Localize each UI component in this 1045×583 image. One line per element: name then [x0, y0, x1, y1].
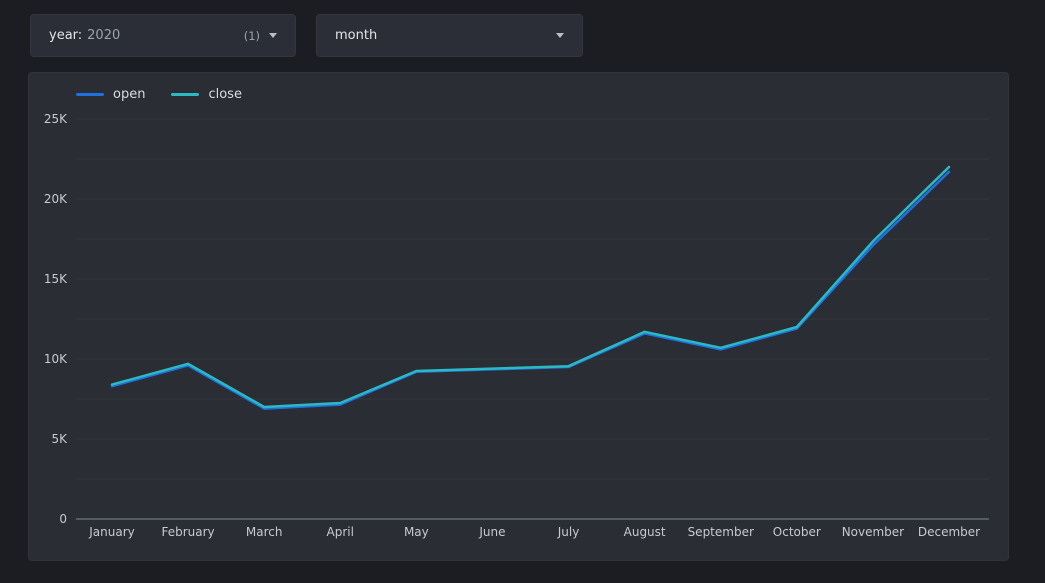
svg-text:April: April	[327, 525, 354, 539]
svg-text:February: February	[161, 525, 214, 539]
svg-text:20K: 20K	[44, 192, 68, 206]
legend-item-open[interactable]: open	[76, 87, 145, 102]
close-series-label: close	[208, 87, 242, 102]
svg-text:25K: 25K	[44, 112, 68, 126]
close-series-swatch	[171, 93, 200, 96]
svg-text:0: 0	[59, 512, 67, 526]
svg-text:August: August	[624, 525, 666, 539]
svg-text:March: March	[246, 525, 283, 539]
open-series-label: open	[113, 87, 146, 102]
year-filter-label: year:	[49, 28, 83, 43]
month-filter-label: month	[335, 28, 378, 43]
chevron-down-icon	[556, 33, 564, 38]
chart-panel: open close 0 5K 10K 15K 20K 25K January Februar…	[28, 72, 1009, 561]
line-chart: 0 5K 10K 15K 20K 25K January February March April…	[44, 112, 989, 539]
svg-text:July: July	[557, 525, 580, 539]
svg-text:5K: 5K	[51, 432, 68, 446]
chart-legend: open close	[76, 87, 242, 102]
open-series-swatch	[76, 93, 104, 96]
year-filter-dropdown[interactable]: year: 2020 (1)	[30, 14, 296, 57]
svg-text:January: January	[88, 525, 135, 539]
month-filter-dropdown[interactable]: month	[316, 14, 583, 57]
svg-text:December: December	[918, 525, 980, 539]
year-filter-count-badge: (1)	[243, 28, 260, 43]
chevron-down-icon	[269, 33, 277, 38]
svg-text:September: September	[688, 525, 754, 539]
filter-bar: year: 2020 (1) month	[30, 14, 583, 57]
svg-text:October: October	[773, 525, 821, 539]
year-filter-value: 2020	[87, 28, 121, 43]
year-filter-text: year: 2020	[49, 28, 120, 43]
svg-text:November: November	[842, 525, 904, 539]
svg-text:10K: 10K	[44, 352, 68, 366]
svg-text:June: June	[478, 525, 505, 539]
svg-text:May: May	[404, 525, 429, 539]
legend-item-close[interactable]: close	[171, 87, 242, 102]
svg-text:15K: 15K	[44, 272, 68, 286]
